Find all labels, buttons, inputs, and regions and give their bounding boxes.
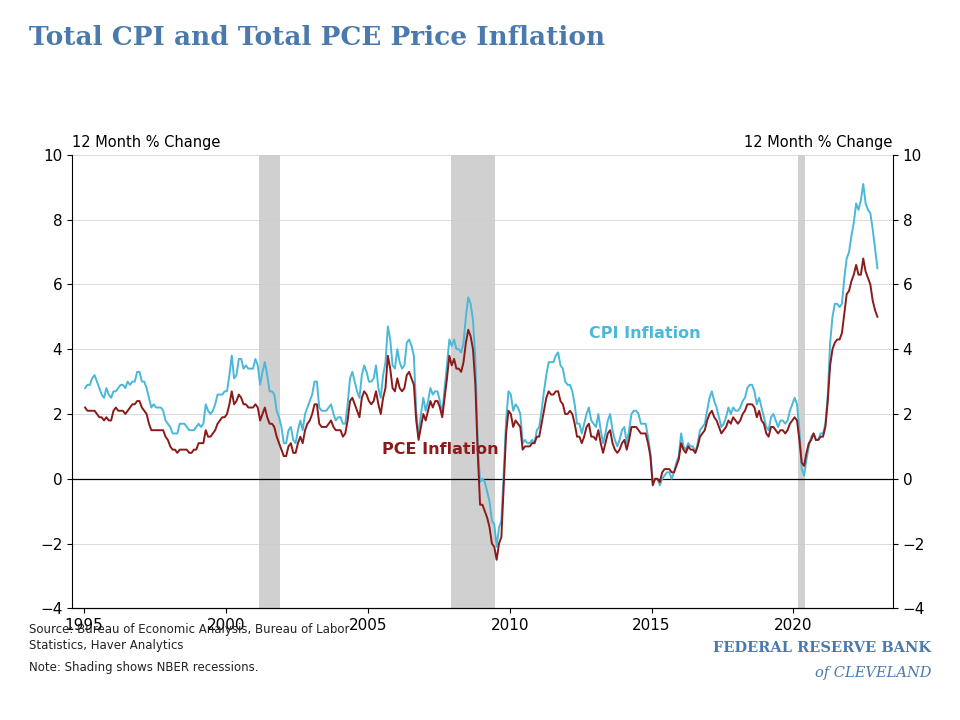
Text: CPI Inflation: CPI Inflation <box>589 326 701 341</box>
Bar <box>799 155 805 608</box>
Text: 12 Month % Change: 12 Month % Change <box>72 135 221 150</box>
Text: of CLEVELAND: of CLEVELAND <box>815 666 931 680</box>
Text: FEDERAL RESERVE BANK: FEDERAL RESERVE BANK <box>713 641 931 654</box>
Text: Source: Bureau of Economic Analysis, Bureau of Labor: Source: Bureau of Economic Analysis, Bur… <box>29 623 349 636</box>
Bar <box>259 155 280 608</box>
Text: Note: Shading shows NBER recessions.: Note: Shading shows NBER recessions. <box>29 661 258 674</box>
Text: 12 Month % Change: 12 Month % Change <box>744 135 893 150</box>
Text: Total CPI and Total PCE Price Inflation: Total CPI and Total PCE Price Inflation <box>29 25 605 50</box>
Text: Statistics, Haver Analytics: Statistics, Haver Analytics <box>29 639 183 652</box>
Text: PCE Inflation: PCE Inflation <box>382 443 498 457</box>
Bar <box>450 155 495 608</box>
